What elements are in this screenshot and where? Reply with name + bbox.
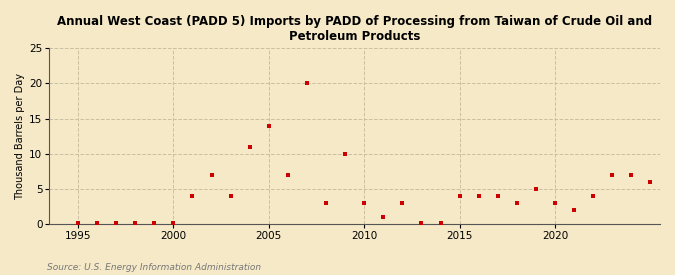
Point [569, 208, 580, 212]
Point [531, 186, 541, 191]
Point [397, 200, 408, 205]
Point [454, 194, 465, 198]
Point [225, 194, 236, 198]
Point [473, 194, 484, 198]
Text: Source: U.S. Energy Information Administration: Source: U.S. Energy Information Administ… [47, 263, 261, 272]
Point [435, 221, 446, 225]
Point [340, 152, 350, 156]
Point [416, 221, 427, 226]
Y-axis label: Thousand Barrels per Day: Thousand Barrels per Day [15, 73, 25, 200]
Point [244, 144, 255, 149]
Point [168, 221, 179, 225]
Point [359, 200, 370, 205]
Point [111, 221, 122, 225]
Point [149, 221, 160, 225]
Point [626, 172, 637, 177]
Point [321, 200, 331, 205]
Point [302, 81, 313, 86]
Point [263, 123, 274, 128]
Point [73, 221, 84, 226]
Point [645, 180, 656, 184]
Point [283, 172, 294, 177]
Title: Annual West Coast (PADD 5) Imports by PADD of Processing from Taiwan of Crude Oi: Annual West Coast (PADD 5) Imports by PA… [57, 15, 652, 43]
Point [588, 194, 599, 198]
Point [92, 221, 103, 226]
Point [378, 214, 389, 219]
Point [512, 200, 522, 205]
Point [130, 221, 140, 225]
Point [607, 172, 618, 177]
Point [492, 194, 503, 198]
Point [206, 172, 217, 177]
Point [187, 194, 198, 198]
Point [549, 200, 560, 205]
